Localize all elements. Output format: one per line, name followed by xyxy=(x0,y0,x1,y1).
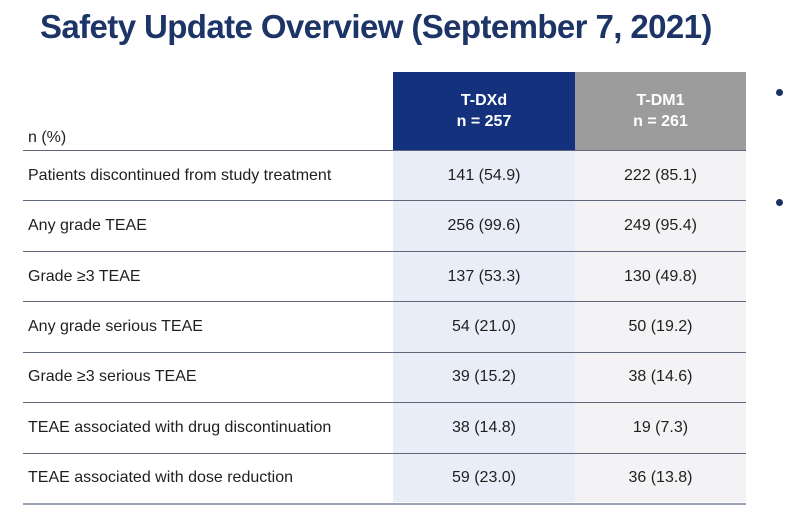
tdxd-value: 137 (53.3) xyxy=(447,267,521,285)
tdm1-value: 222 (85.1) xyxy=(624,166,697,184)
tdxd-value: 59 (23.0) xyxy=(451,469,517,487)
tdm1-value: 38 (14.6) xyxy=(628,368,693,386)
column-header-tdxd-name: T-DXd xyxy=(460,92,508,109)
safety-table: T-DXd n = 257 T-DM1 n = 261 n (%) Patien… xyxy=(23,72,746,505)
unit-label: n (%) xyxy=(28,129,67,146)
row-label: Grade ≥3 serious TEAE xyxy=(28,368,197,386)
column-header-tdxd: T-DXd n = 257 xyxy=(393,72,575,150)
row-label: Any grade TEAE xyxy=(28,217,147,235)
column-header-tdxd-n: n = 257 xyxy=(456,113,512,130)
table-row: TEAE associated with dose reduction 59 (… xyxy=(23,454,746,503)
row-label: Patients discontinued from study treatme… xyxy=(28,166,332,184)
table-row: Grade ≥3 TEAE 137 (53.3) 130 (49.8) xyxy=(23,252,746,303)
table-body: Patients discontinued from study treatme… xyxy=(23,150,746,505)
row-label: Any grade serious TEAE xyxy=(28,317,203,335)
table-row: TEAE associated with drug discontinuatio… xyxy=(23,403,746,454)
tdxd-value: 141 (54.9) xyxy=(447,166,521,184)
tdxd-value: 39 (15.2) xyxy=(451,368,517,386)
tdxd-value: 256 (99.6) xyxy=(447,217,521,235)
tdm1-column-background xyxy=(575,150,746,502)
table-row: Any grade serious TEAE 54 (21.0) 50 (19.… xyxy=(23,302,746,353)
column-header-tdm1-n: n = 261 xyxy=(633,113,688,130)
tdm1-value: 249 (95.4) xyxy=(624,217,697,235)
column-header-tdm1: T-DM1 n = 261 xyxy=(575,72,746,150)
tdxd-column-background xyxy=(393,150,575,502)
tdxd-value: 38 (14.8) xyxy=(451,418,517,436)
bullet-point-icon xyxy=(776,89,783,96)
tdm1-value: 19 (7.3) xyxy=(632,418,689,436)
table-row: Patients discontinued from study treatme… xyxy=(23,151,746,202)
row-label: Grade ≥3 TEAE xyxy=(28,267,141,285)
tdxd-value: 54 (21.0) xyxy=(451,317,517,335)
table-row: Grade ≥3 serious TEAE 39 (15.2) 38 (14.6… xyxy=(23,353,746,404)
page-title: Safety Update Overview (September 7, 202… xyxy=(40,8,712,45)
column-header-tdm1-name: T-DM1 xyxy=(636,92,685,109)
row-label: TEAE associated with dose reduction xyxy=(28,469,294,487)
row-label: TEAE associated with drug discontinuatio… xyxy=(28,418,332,436)
tdm1-value: 130 (49.8) xyxy=(624,267,697,285)
tdm1-value: 50 (19.2) xyxy=(628,317,693,335)
table-row: Any grade TEAE 256 (99.6) 249 (95.4) xyxy=(23,201,746,252)
tdm1-value: 36 (13.8) xyxy=(628,469,693,487)
bullet-point-icon xyxy=(776,199,783,206)
